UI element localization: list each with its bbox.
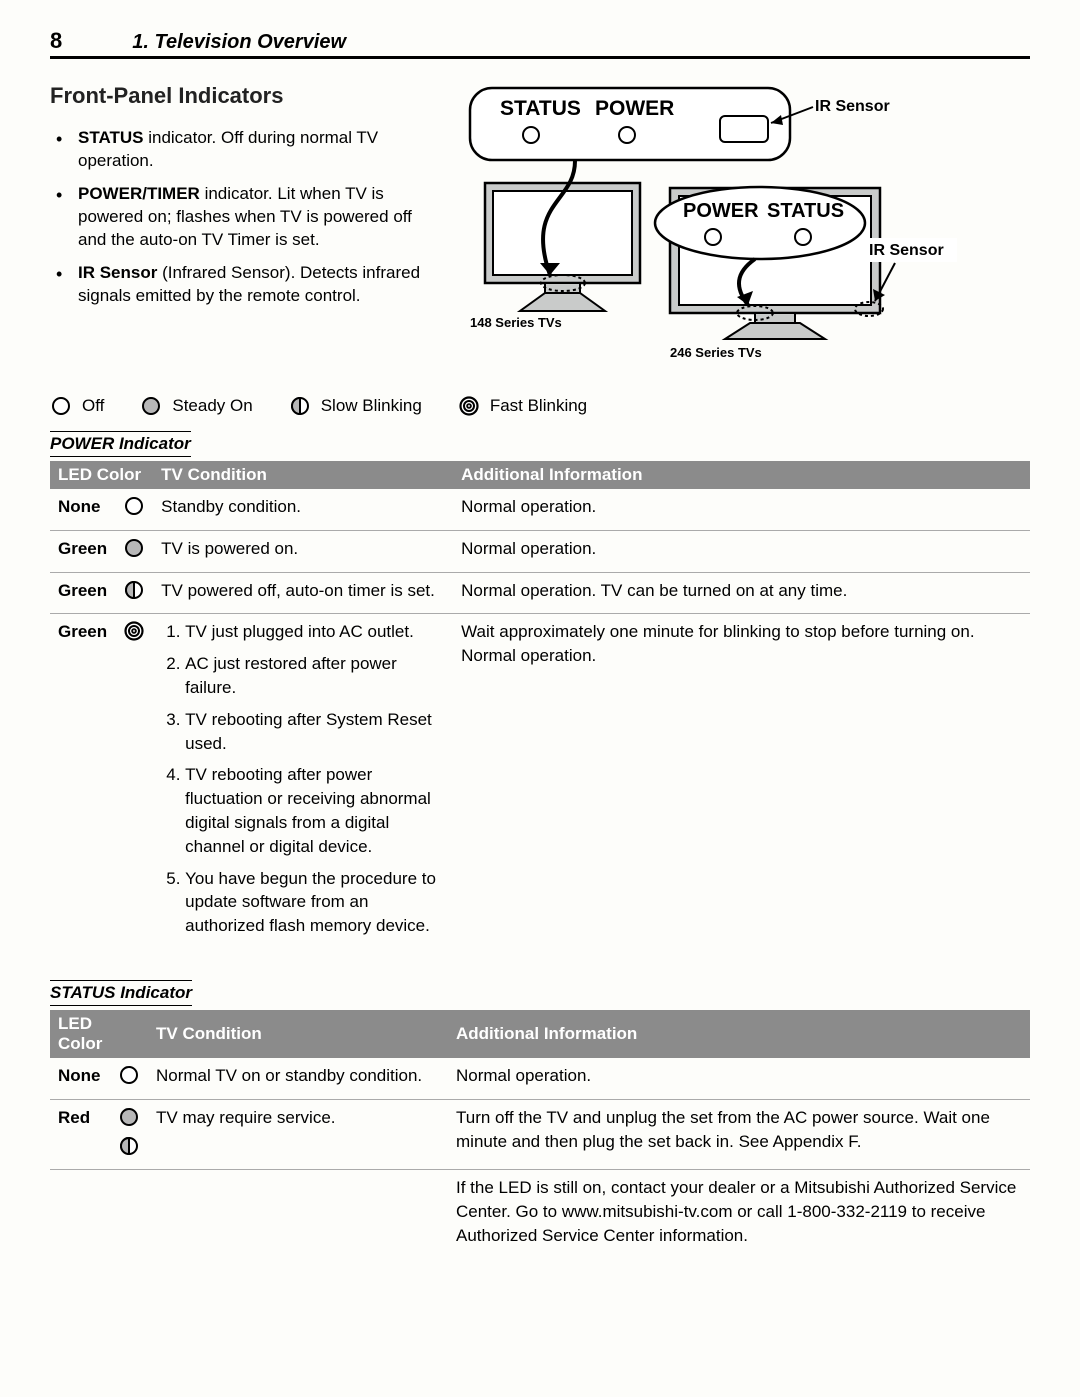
chapter-title: 1. Television Overview (132, 31, 346, 54)
callout-power-label: POWER (595, 97, 674, 120)
bullet-list: STATUS indicator. Off during normal TV o… (50, 127, 440, 308)
table-row: Green TV just plugged into AC outlet. AC… (50, 614, 1030, 952)
page-header: 8 1. Television Overview (50, 28, 1030, 59)
table-row: Green TV is powered on. Normal operation… (50, 530, 1030, 572)
power-indicator-table: LED Color TV Condition Additional Inform… (50, 461, 1030, 952)
table-row: Green TV powered off, auto-on timer is s… (50, 572, 1030, 614)
legend-steady: Steady On (140, 395, 252, 417)
led-steady-icon (123, 537, 145, 559)
ir-sensor-label-top: IR Sensor (815, 98, 890, 115)
table-row: If the LED is still on, contact your dea… (50, 1170, 1030, 1254)
bullet-item: POWER/TIMER indicator. Lit when TV is po… (78, 183, 440, 252)
left-column: Front-Panel Indicators STATUS indicator.… (50, 83, 440, 373)
oval-status-label: STATUS (767, 200, 844, 222)
caption-148: 148 Series TVs (470, 315, 562, 330)
ir-sensor-label-right: IR Sensor (869, 242, 944, 259)
section-title: Front-Panel Indicators (50, 83, 440, 109)
led-slow-icon (118, 1135, 140, 1157)
th-condition: TV Condition (148, 1010, 448, 1058)
callout-status-label: STATUS (500, 97, 581, 120)
th-led-color: LED Color (50, 461, 153, 489)
status-indicator-table: LED Color TV Condition Additional Inform… (50, 1010, 1030, 1254)
led-steady-icon (118, 1106, 140, 1128)
bullet-item: STATUS indicator. Off during normal TV o… (78, 127, 440, 173)
power-indicator-heading: POWER Indicator (50, 431, 191, 457)
th-led-color: LED Color (50, 1010, 148, 1058)
th-condition: TV Condition (153, 461, 453, 489)
th-info: Additional Information (448, 1010, 1030, 1058)
status-indicator-heading: STATUS Indicator (50, 980, 192, 1006)
bullet-item: IR Sensor (Infrared Sensor). Detects inf… (78, 262, 440, 308)
caption-246: 246 Series TVs (670, 345, 762, 360)
legend-slow: Slow Blinking (289, 395, 422, 417)
legend-fast: Fast Blinking (458, 395, 587, 417)
diagram-area: STATUS POWER IR Sensor (460, 83, 1030, 373)
table-row: Red TV may require service. Turn off the… (50, 1099, 1030, 1170)
oval-power-label: POWER (683, 200, 759, 222)
th-info: Additional Information (453, 461, 1030, 489)
table-row: None Normal TV on or standby condition. … (50, 1058, 1030, 1099)
led-off-icon (123, 495, 145, 517)
led-off-icon (118, 1064, 140, 1086)
table-row: None Standby condition. Normal operation… (50, 489, 1030, 530)
page-number: 8 (50, 28, 62, 54)
led-legend: Off Steady On Slow Blinking Fast Blinkin… (50, 395, 1030, 417)
legend-off: Off (50, 395, 104, 417)
led-fast-icon (123, 620, 145, 642)
condition-list: TV just plugged into AC outlet. AC just … (161, 620, 445, 938)
led-slow-icon (123, 579, 145, 601)
